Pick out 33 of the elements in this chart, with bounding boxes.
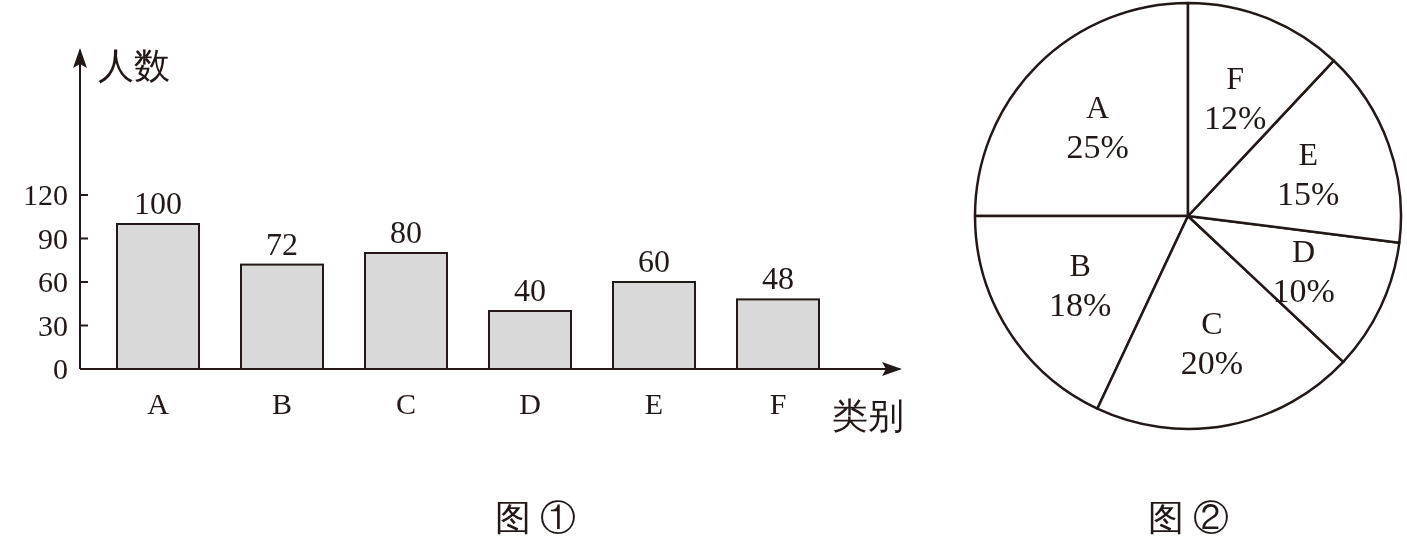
x-axis-title: 类别 <box>832 396 904 436</box>
data-label: 18% <box>1048 286 1112 324</box>
x-tick-label: A <box>147 387 170 420</box>
data-label: 48 <box>762 260 794 297</box>
x-tick-label: C <box>395 387 417 420</box>
slice-label: E <box>1298 135 1319 172</box>
x-tick-label: E <box>644 387 664 420</box>
x-tick-label: B <box>271 387 293 420</box>
slice-label: B <box>1069 247 1091 284</box>
data-label: 12% <box>1203 99 1267 137</box>
y-axis-title: 人数 <box>98 46 170 86</box>
slice-label: F <box>1226 60 1244 97</box>
data-label: 10% <box>1272 272 1335 310</box>
data-label: 20% <box>1180 343 1244 381</box>
y-tick-label: 60 <box>38 265 68 298</box>
data-label: 40 <box>514 272 546 308</box>
data-label: 80 <box>390 214 422 250</box>
y-tick-label: 30 <box>38 308 68 342</box>
data-label: 72 <box>266 225 298 262</box>
data-label: 100 <box>134 185 182 221</box>
y-tick-label: 0 <box>53 352 68 385</box>
text: 图 ② <box>1147 498 1229 538</box>
x-tick-label: D <box>519 387 541 420</box>
data-label: 25% <box>1066 127 1129 165</box>
text: 图 ① <box>494 498 576 538</box>
slice-label: A <box>1086 88 1110 125</box>
data-label: 60 <box>638 243 670 279</box>
slice-label: C <box>1201 304 1223 341</box>
y-tick-label: 90 <box>38 221 68 255</box>
slice-label: D <box>1292 233 1316 270</box>
y-tick-label: 120 <box>23 178 68 211</box>
x-tick-label: F <box>769 387 787 420</box>
data-label: 15% <box>1277 174 1340 212</box>
